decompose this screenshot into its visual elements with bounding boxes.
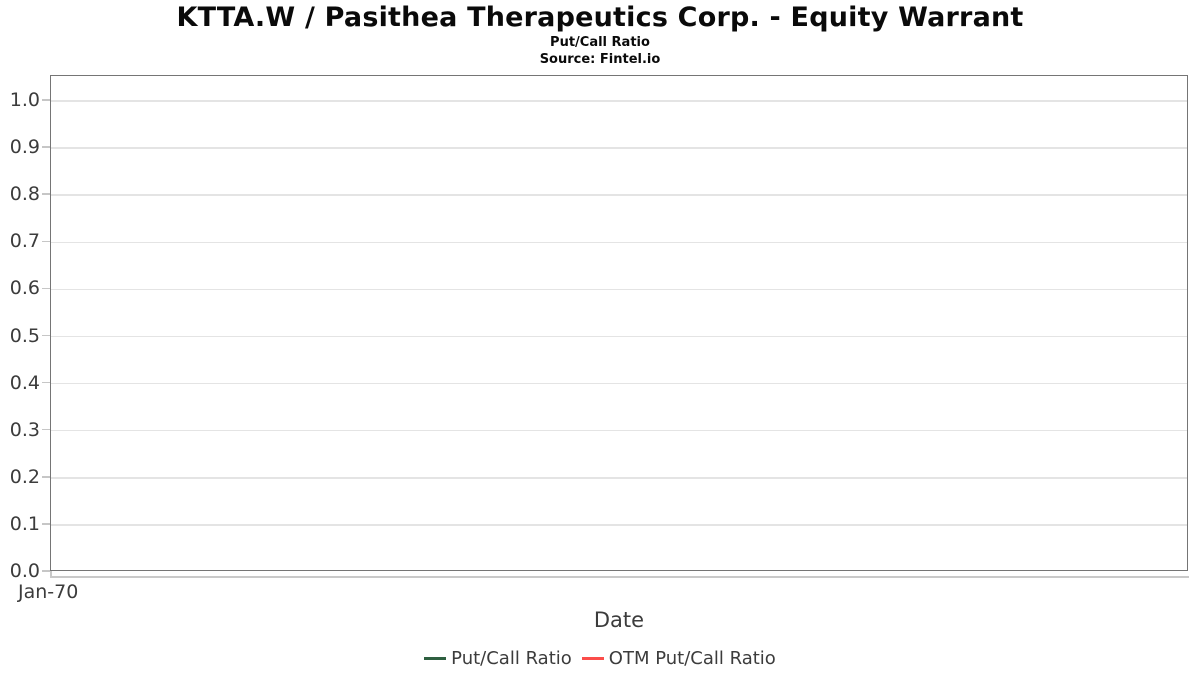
legend-item-otm-put-call-ratio[interactable]: OTM Put/Call Ratio xyxy=(581,645,776,672)
gridline-y-0.8 xyxy=(51,194,1187,196)
y-tick-label-1.0: 1.0 xyxy=(9,89,40,111)
y-tick-label-0.9: 0.9 xyxy=(9,136,40,159)
y-tick-label-0.7: 0.7 xyxy=(9,230,40,253)
legend-label: Put/Call Ratio xyxy=(451,648,572,669)
y-tick-0.7 xyxy=(42,240,50,243)
gridline-y-0.6 xyxy=(51,288,1187,291)
x-tick-label: Jan-70 xyxy=(18,581,79,603)
gridline-y-0.2 xyxy=(51,477,1187,479)
chart-source: Source: Fintel.io xyxy=(539,52,661,67)
y-tick-0.5 xyxy=(42,334,50,337)
gridline-y-0.3 xyxy=(51,429,1187,432)
plot-area xyxy=(50,75,1188,571)
y-tick-label-0.0: 0.0 xyxy=(9,560,40,582)
y-tick-0.6 xyxy=(42,287,50,290)
y-tick-label-0.5: 0.5 xyxy=(9,324,40,347)
y-tick-0.4 xyxy=(42,381,50,384)
chart-title: KTTA.W / Pasithea Therapeutics Corp. - E… xyxy=(176,2,1024,33)
y-tick-label-0.3: 0.3 xyxy=(9,418,40,441)
gridline-y-1.0 xyxy=(51,100,1187,102)
gridline-y-0.1 xyxy=(51,524,1187,526)
gridline-y-0.4 xyxy=(51,382,1187,385)
y-tick-label-0.1: 0.1 xyxy=(9,512,40,535)
y-tick-1.0 xyxy=(42,99,50,101)
y-tick-label-0.2: 0.2 xyxy=(9,465,40,488)
y-tick-0.8 xyxy=(42,193,50,195)
y-tick-0.1 xyxy=(42,523,50,525)
legend-swatch-icon xyxy=(424,656,447,661)
legend-item-put-call-ratio[interactable]: Put/Call Ratio xyxy=(424,645,572,672)
x-axis-title: Date xyxy=(593,608,645,632)
gridline-y-0.7 xyxy=(51,241,1187,244)
x-axis-first-tick xyxy=(50,571,52,578)
y-tick-0.2 xyxy=(42,476,50,478)
y-tick-label-0.6: 0.6 xyxy=(9,277,40,300)
legend-label: OTM Put/Call Ratio xyxy=(608,648,776,669)
x-axis-line xyxy=(50,576,1189,578)
y-tick-0.3 xyxy=(42,428,50,431)
y-tick-label-0.4: 0.4 xyxy=(9,371,40,394)
legend: Put/Call Ratio OTM Put/Call Ratio xyxy=(0,645,1200,672)
gridline-y-0.5 xyxy=(51,335,1187,338)
chart-subtitle: Put/Call Ratio xyxy=(550,35,650,50)
legend-swatch-icon xyxy=(581,656,604,661)
y-tick-0.9 xyxy=(42,146,50,148)
gridline-y-0.9 xyxy=(51,147,1187,149)
y-tick-0.0 xyxy=(42,570,50,572)
y-tick-label-0.8: 0.8 xyxy=(9,183,40,206)
